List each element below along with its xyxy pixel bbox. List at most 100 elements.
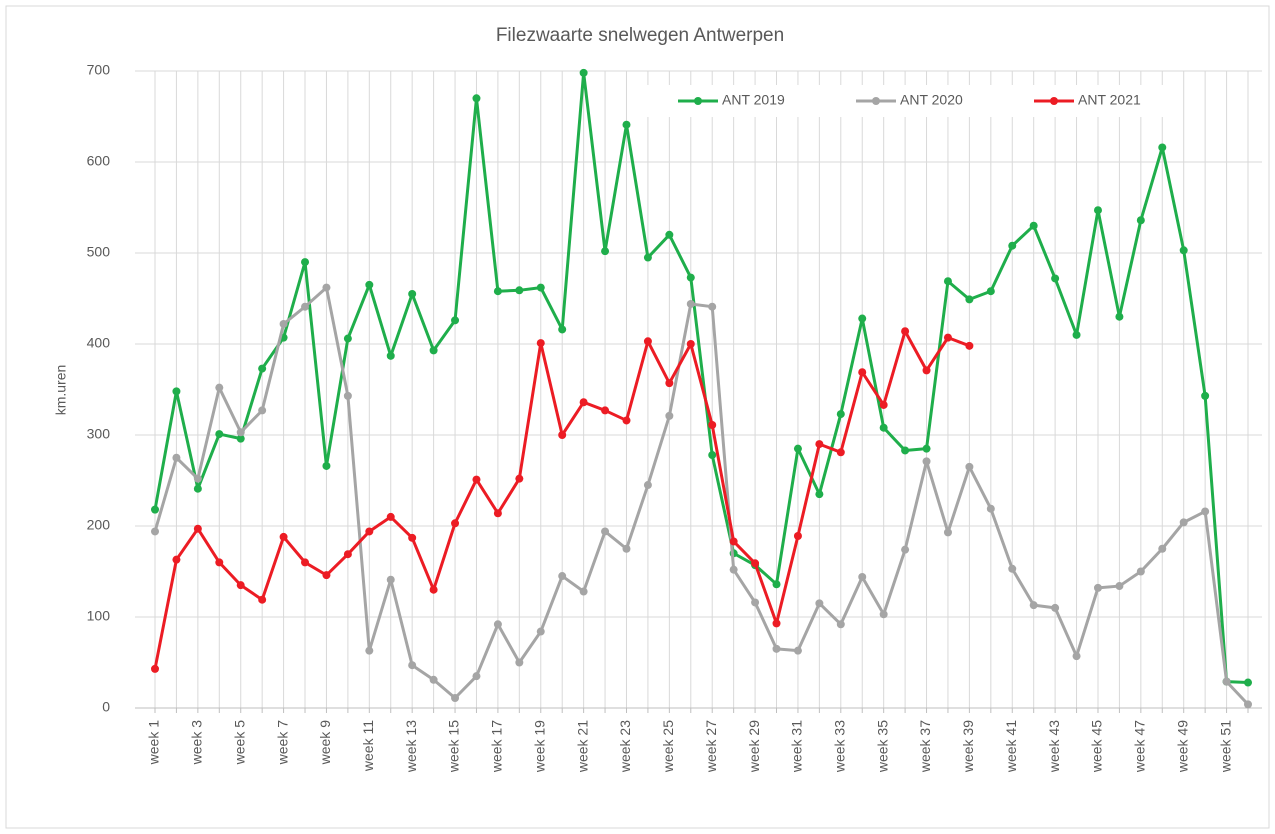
data-point — [901, 327, 910, 336]
data-point — [215, 383, 224, 392]
data-point — [622, 544, 631, 553]
data-point — [751, 559, 760, 568]
data-point — [493, 287, 502, 296]
data-point — [193, 474, 202, 483]
legend-marker — [1050, 97, 1058, 105]
data-point — [1093, 206, 1102, 215]
data-point — [708, 302, 717, 311]
x-tick-label: week 11 — [360, 720, 376, 772]
data-point — [408, 289, 417, 298]
data-point — [343, 334, 352, 343]
data-point — [836, 620, 845, 629]
data-point — [493, 620, 502, 629]
data-point — [879, 423, 888, 432]
data-point — [815, 440, 824, 449]
data-point — [901, 446, 910, 455]
data-point — [1158, 544, 1167, 553]
legend-label: ANT 2021 — [1078, 92, 1141, 108]
data-point — [643, 481, 652, 490]
data-point — [965, 341, 974, 350]
data-point — [193, 524, 202, 533]
data-point — [408, 533, 417, 542]
y-tick-label: 0 — [102, 699, 110, 715]
chart-title: Filezwaarte snelwegen Antwerpen — [496, 25, 784, 46]
x-tick-label: week 31 — [789, 720, 805, 773]
data-point — [943, 528, 952, 537]
data-point — [1093, 583, 1102, 592]
data-point — [536, 283, 545, 292]
legend-box — [630, 85, 1165, 117]
data-point — [1072, 330, 1081, 339]
data-point — [815, 599, 824, 608]
y-tick-label: 100 — [87, 608, 111, 624]
data-point — [793, 532, 802, 541]
data-point — [258, 406, 267, 415]
data-point — [772, 619, 781, 628]
data-point — [686, 340, 695, 348]
x-tick-label: week 43 — [1046, 720, 1062, 773]
data-point — [815, 490, 824, 499]
data-point — [558, 572, 567, 581]
data-point — [1051, 603, 1060, 612]
x-tick-label: week 51 — [1217, 720, 1233, 773]
data-point — [236, 434, 245, 443]
data-point — [365, 646, 374, 655]
data-point — [1136, 567, 1145, 576]
x-tick-label: week 15 — [446, 720, 462, 773]
data-point — [708, 451, 717, 460]
data-point — [751, 598, 760, 607]
data-point — [793, 646, 802, 655]
x-tick-label: week 25 — [660, 720, 676, 773]
data-point — [622, 416, 631, 425]
data-point — [601, 247, 610, 256]
data-point — [1051, 274, 1060, 283]
data-point — [665, 379, 674, 388]
data-point — [365, 280, 374, 289]
x-tick-label: week 45 — [1089, 720, 1105, 773]
data-point — [343, 391, 352, 400]
series-line — [153, 286, 1250, 706]
chart-frame — [5, 5, 1270, 829]
data-point — [901, 545, 910, 554]
data-point — [429, 675, 438, 684]
data-point — [1136, 216, 1145, 225]
y-tick-label: 500 — [87, 244, 111, 260]
data-point — [172, 453, 181, 462]
data-point — [601, 406, 610, 415]
data-point — [986, 504, 995, 513]
data-point — [1115, 312, 1124, 321]
x-tick-label: week 17 — [489, 720, 505, 773]
y-axis-label: km.uren — [53, 365, 69, 416]
legend-marker — [872, 97, 880, 105]
data-point — [1072, 652, 1081, 661]
data-point — [301, 558, 310, 567]
data-point — [215, 430, 224, 439]
x-tick-label: week 33 — [832, 720, 848, 773]
x-tick-label: week 49 — [1174, 720, 1190, 773]
data-point — [322, 283, 331, 292]
data-point — [686, 299, 695, 308]
data-point — [1008, 564, 1017, 573]
data-point — [793, 444, 802, 453]
data-point — [451, 693, 460, 702]
x-tick-label: week 5 — [231, 720, 247, 766]
x-tick-label: week 1 — [146, 720, 162, 766]
x-tick-label: week 35 — [874, 720, 890, 773]
data-point — [322, 571, 331, 580]
data-point — [279, 532, 288, 541]
x-tick-label: week 9 — [317, 720, 333, 766]
data-point — [729, 537, 738, 546]
data-point — [643, 253, 652, 262]
x-tick-label: week 41 — [1003, 720, 1019, 773]
data-point — [472, 672, 481, 681]
data-point — [858, 314, 867, 323]
data-point — [429, 585, 438, 594]
data-point — [1029, 601, 1038, 610]
data-point — [515, 286, 524, 295]
data-point — [922, 366, 931, 375]
data-point — [172, 387, 181, 396]
data-point — [472, 475, 481, 484]
data-point — [922, 457, 931, 466]
data-point — [943, 277, 952, 286]
